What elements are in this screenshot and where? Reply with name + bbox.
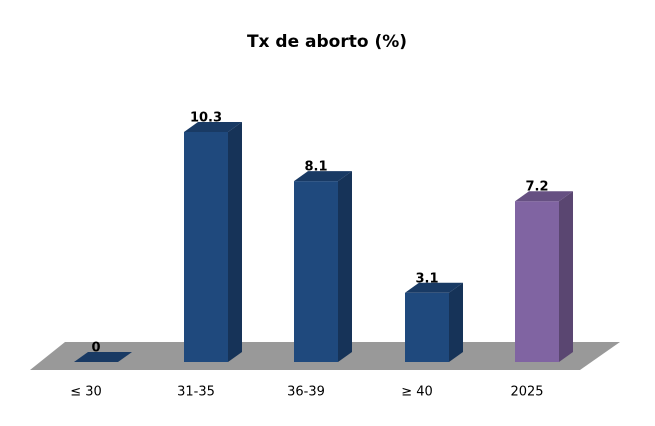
bar-top (405, 282, 463, 293)
bar-side (228, 122, 242, 362)
chart-title: Tx de aborto (%) (247, 32, 407, 52)
bar (405, 292, 449, 362)
value-label: 3.1 (415, 271, 438, 286)
bar (184, 132, 228, 362)
bar-top (294, 171, 352, 182)
x-tick-label: 36-39 (287, 385, 325, 400)
bar-side (338, 171, 352, 362)
x-tick-label: 2025 (510, 385, 543, 400)
bar-top (74, 352, 132, 362)
bar-side (559, 191, 573, 362)
x-tick-label: 31-35 (177, 385, 215, 400)
bar (515, 201, 559, 362)
bar-top (515, 191, 573, 202)
value-label: 10.3 (190, 111, 222, 126)
value-label: 8.1 (304, 160, 327, 175)
x-tick-label: ≤ 30 (70, 385, 102, 400)
x-tick-label: ≥ 40 (401, 385, 433, 400)
bar (294, 181, 338, 362)
bar-top (184, 122, 242, 132)
value-label: 0 (91, 341, 100, 356)
value-label: 7.2 (525, 180, 548, 195)
bar-side (449, 282, 463, 362)
